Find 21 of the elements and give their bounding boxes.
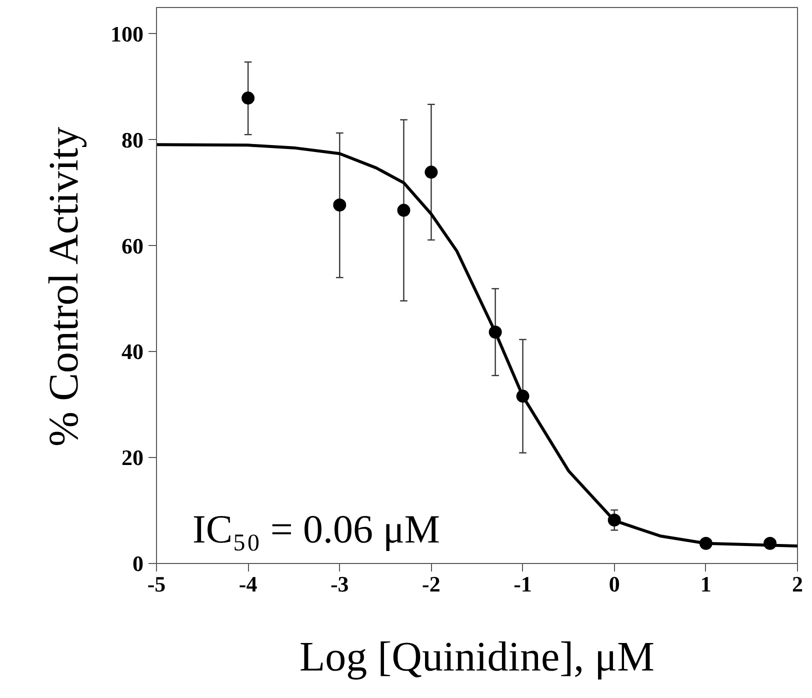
x-tick-label: 0 [608, 572, 620, 596]
point [242, 92, 255, 105]
y-tick-label: 100 [110, 21, 144, 46]
x-tick-label: -2 [422, 572, 440, 596]
x-tick-label: -4 [238, 572, 258, 596]
y-tick-label: 80 [122, 127, 144, 152]
point [424, 166, 438, 179]
x-tick-label: 1 [700, 572, 712, 596]
x-tick-label: -1 [514, 572, 532, 596]
y-tick-label: 20 [122, 445, 144, 470]
x-axis-title: Log [Quinidine], μM [300, 634, 654, 680]
y-tick-label: 0 [132, 551, 144, 576]
point [397, 204, 410, 217]
x-tick-label: 2 [792, 572, 803, 596]
x-tick-label: -3 [330, 572, 349, 596]
x-tick-label: -5 [147, 572, 166, 596]
y-tick-label: 40 [122, 339, 144, 364]
y-tick-label: 60 [122, 233, 144, 258]
y-axis-title: % Control Activity [42, 126, 88, 446]
point [333, 198, 346, 212]
annotation: IC₅₀ = 0.06 μM [192, 506, 440, 552]
